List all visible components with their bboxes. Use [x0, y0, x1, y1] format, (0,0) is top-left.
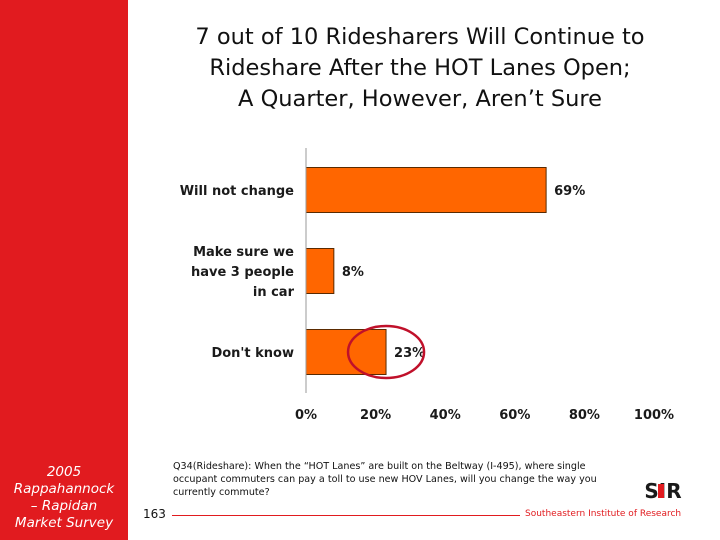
category-label-line: have 3 people [191, 265, 294, 280]
survey-caption-line: – Rapidan [30, 498, 98, 514]
x-tick-label: 20% [360, 408, 391, 423]
category-label: Will not change [180, 184, 294, 199]
footer-divider [172, 515, 520, 516]
category-label: Don't know [211, 346, 294, 361]
category-label-line: Will not change [180, 184, 294, 199]
organization-name: Southeastern Institute of Research [525, 509, 682, 519]
survey-caption-line: 2005 [46, 464, 82, 480]
x-tick-label: 60% [499, 408, 530, 423]
category-label-line: in car [253, 285, 295, 300]
survey-caption-line: Market Survey [14, 515, 114, 531]
data-label: 23% [394, 346, 425, 361]
sidebar-band: 2005 Rappahannock – Rapidan Market Surve… [0, 0, 128, 540]
title-line: A Quarter, However, Aren’t Sure [238, 86, 602, 112]
survey-caption-line: Rappahannock [13, 481, 115, 497]
category-label: Make sure we have 3 people in car [191, 245, 295, 300]
x-tick-label: 80% [569, 408, 600, 423]
page-number: 163 [143, 507, 166, 521]
slide-title: 7 out of 10 Ridesharers Will Continue to… [150, 22, 690, 115]
title-line: Rideshare After the HOT Lanes Open; [209, 55, 631, 81]
data-label: 69% [554, 184, 585, 199]
title-line: 7 out of 10 Ridesharers Will Continue to [195, 24, 645, 50]
survey-caption: 2005 Rappahannock – Rapidan Market Surve… [0, 464, 128, 532]
bar [305, 329, 387, 375]
bar [305, 248, 335, 294]
bar [305, 167, 547, 213]
x-tick-label: 100% [634, 408, 674, 423]
data-label: 8% [342, 265, 364, 280]
sir-logo-icon: SIR [636, 479, 690, 502]
x-tick-label: 0% [295, 408, 317, 423]
question-footnote: Q34(Rideshare): When the “HOT Lanes” are… [173, 461, 597, 498]
highlight-ellipse [346, 324, 426, 380]
category-label-line: Don't know [211, 346, 294, 361]
x-tick-label: 40% [430, 408, 461, 423]
category-label-line: Make sure we [193, 245, 294, 260]
